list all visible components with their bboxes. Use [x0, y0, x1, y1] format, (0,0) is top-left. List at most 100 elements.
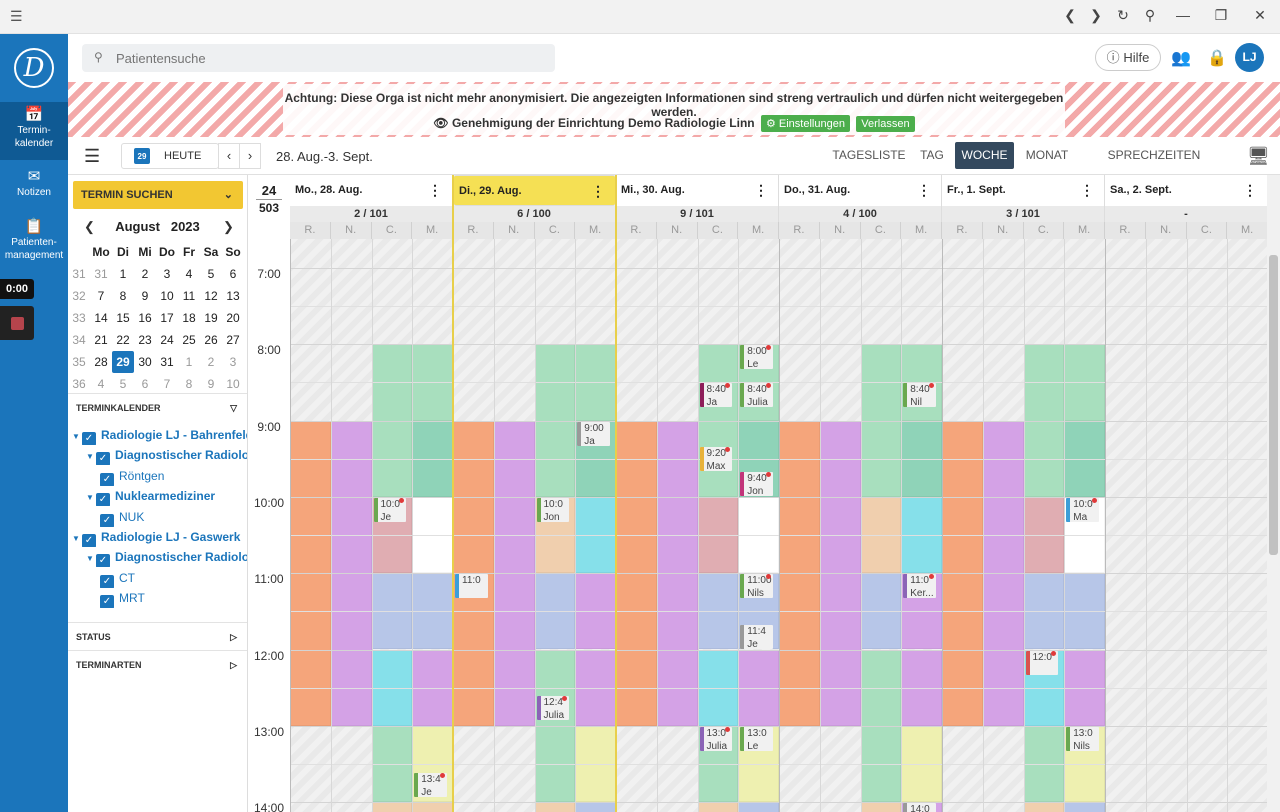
lock-icon[interactable]: 🔒	[1207, 50, 1227, 67]
checkbox-checked-icon[interactable]: ✓	[82, 432, 96, 445]
appointment[interactable]: 13:0 Nils	[1066, 726, 1099, 751]
day-menu-icon[interactable]: ⋮	[917, 182, 931, 198]
day-menu-icon[interactable]: ⋮	[428, 182, 442, 198]
minical-day[interactable]: 26	[204, 333, 218, 347]
scrollbar-thumb[interactable]	[1269, 255, 1278, 555]
appointment[interactable]: 9:20 Max	[699, 446, 733, 471]
view-monat[interactable]: MONAT	[1025, 148, 1069, 162]
appointment[interactable]: 13:0 Julia	[699, 726, 733, 751]
availability-block[interactable]	[697, 802, 739, 812]
appointment[interactable]: 8:40 Nil	[903, 383, 936, 408]
minical-day[interactable]: 18	[182, 311, 196, 325]
day-menu-icon[interactable]: ⋮	[591, 183, 605, 199]
prev-week-button[interactable]: ‹	[218, 143, 240, 169]
minical-day[interactable]: 24	[160, 333, 174, 347]
minical-day[interactable]: 5	[119, 377, 127, 391]
app-menu-icon[interactable]: ☰	[10, 8, 23, 24]
availability-block[interactable]	[412, 802, 453, 812]
stop-timer-button[interactable]	[0, 306, 34, 340]
minical-day[interactable]: 28	[94, 355, 108, 369]
appointment[interactable]: 10:0 Jon	[536, 497, 570, 522]
section-terminkalender[interactable]: TERMINKALENDER ▽	[68, 393, 247, 421]
view-woche[interactable]: WOCHE	[955, 142, 1014, 169]
minical-day[interactable]: 31	[160, 355, 174, 369]
checkbox-checked-icon[interactable]: ✓	[100, 595, 114, 608]
day-header[interactable]: Mi., 30. Aug. ⋮	[616, 175, 779, 206]
minical-day[interactable]: 9	[141, 289, 149, 303]
minical-day[interactable]: 6	[141, 377, 149, 391]
availability-block[interactable]	[901, 496, 942, 574]
minical-day[interactable]: 10	[226, 377, 240, 391]
day-header[interactable]: Do., 31. Aug. ⋮	[779, 175, 942, 206]
appointment[interactable]: 8:40 Julia	[740, 383, 773, 408]
section-terminarten[interactable]: TERMINARTEN ▷	[68, 650, 247, 678]
checkbox-checked-icon[interactable]: ✓	[82, 534, 96, 547]
minical-day[interactable]: 19	[204, 311, 218, 325]
view-tag[interactable]: TAG	[920, 148, 944, 162]
monitor-icon[interactable]: 🖥	[1247, 146, 1270, 166]
nav-notizen[interactable]: ✉ Notizen	[0, 169, 68, 210]
availability-block[interactable]	[534, 573, 576, 650]
availability-block[interactable]	[901, 420, 942, 497]
appointment[interactable]: 13:4 Je	[414, 772, 447, 797]
minical-day[interactable]: 8	[185, 377, 193, 391]
availability-block[interactable]	[1064, 802, 1105, 812]
today-button[interactable]: 29 HEUTE	[121, 143, 219, 169]
reload-icon[interactable]: ↻	[1117, 7, 1129, 23]
next-week-button[interactable]: ›	[239, 143, 261, 169]
leave-button[interactable]: Verlassen	[856, 116, 915, 132]
minical-day[interactable]: 27	[226, 333, 240, 347]
minical-day[interactable]: 3	[163, 267, 171, 281]
availability-block[interactable]	[534, 802, 576, 812]
minical-day[interactable]: 15	[116, 311, 130, 325]
day-menu-icon[interactable]: ⋮	[754, 182, 768, 198]
day-header[interactable]: Sa., 2. Sept. ⋮	[1105, 175, 1267, 206]
minical-day[interactable]: 31	[94, 267, 108, 281]
minical-day[interactable]: 23	[138, 333, 152, 347]
minical-day[interactable]: 29	[112, 351, 134, 373]
tree-item[interactable]: ▼ ✓ Nuklearmediziner	[86, 486, 247, 506]
help-button[interactable]: ⓘ Hilfe	[1095, 44, 1161, 71]
minical-day[interactable]: 6	[229, 267, 237, 281]
tree-item[interactable]: ✓ CT	[100, 568, 247, 588]
settings-button[interactable]: ⚙ Einstellungen	[760, 115, 850, 132]
appointment[interactable]: 11:00 Nils	[740, 574, 773, 599]
day-header[interactable]: Fr., 1. Sept. ⋮	[942, 175, 1105, 206]
close-icon[interactable]: ✕	[1254, 7, 1266, 23]
appointment[interactable]: 8:40 Ja	[699, 383, 733, 408]
minical-day[interactable]: 2	[207, 355, 215, 369]
minical-day[interactable]: 21	[94, 333, 108, 347]
minical-day[interactable]: 20	[226, 311, 240, 325]
minical-day[interactable]: 30	[138, 355, 152, 369]
find-appointment-button[interactable]: TERMIN SUCHEN ⌄	[73, 181, 243, 209]
checkbox-checked-icon[interactable]: ✓	[100, 575, 114, 588]
minical-day[interactable]: 17	[160, 311, 174, 325]
minical-day[interactable]: 22	[116, 333, 130, 347]
section-status[interactable]: STATUS ▷	[68, 622, 247, 650]
appointment[interactable]: 14:0	[903, 803, 936, 812]
availability-block[interactable]	[412, 420, 453, 497]
day-header[interactable]: Di., 29. Aug. ⋮	[453, 175, 616, 206]
hamburger-icon[interactable]: ☰	[84, 146, 101, 166]
day-menu-icon[interactable]: ⋮	[1080, 182, 1094, 198]
availability-block[interactable]	[371, 573, 413, 650]
appointment[interactable]: 11:0 Ker...	[903, 574, 936, 599]
minical-day[interactable]: 7	[97, 289, 105, 303]
appointment[interactable]: 10:0 Ma	[1066, 497, 1099, 522]
minical-prev-icon[interactable]: ❮	[84, 219, 95, 234]
appointment[interactable]: 11:0	[455, 574, 488, 599]
tree-item[interactable]: ✓ Röntgen	[100, 466, 247, 486]
back-icon[interactable]: ❮	[1064, 7, 1076, 23]
nav-patientenmanagement[interactable]: 📋 Patienten- management	[0, 219, 68, 276]
appointment[interactable]: 12:4 Julia	[536, 696, 570, 721]
tree-item[interactable]: ▼ ✓ Radiologie LJ - Gaswerk	[72, 527, 247, 547]
availability-block[interactable]	[371, 802, 413, 812]
checkbox-checked-icon[interactable]: ✓	[96, 452, 110, 465]
minical-day[interactable]: 2	[141, 267, 149, 281]
checkbox-checked-icon[interactable]: ✓	[96, 493, 110, 506]
minical-day[interactable]: 13	[226, 289, 240, 303]
appointment[interactable]: 9:40 Jon	[740, 471, 773, 496]
appointment[interactable]: 10:0 Je	[373, 497, 407, 522]
checkbox-checked-icon[interactable]: ✓	[96, 554, 110, 567]
appointment[interactable]: 8:00 Le	[740, 345, 773, 370]
